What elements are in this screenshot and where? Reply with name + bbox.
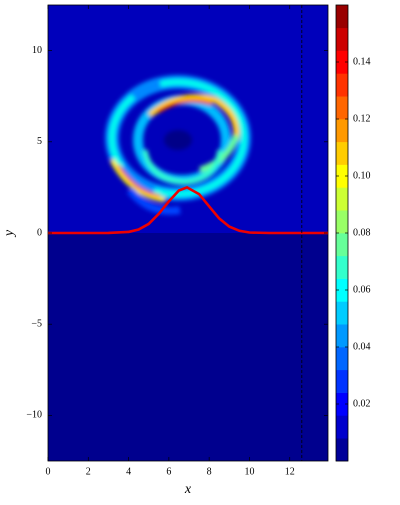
colorbar-band — [336, 301, 348, 325]
interface-curve — [47, 185, 328, 235]
x-tick-label: 4 — [126, 466, 131, 477]
colorbar-band — [336, 255, 348, 279]
x-tick-label: 2 — [86, 466, 91, 477]
colorbar-band — [336, 210, 348, 234]
lower-field — [48, 233, 328, 461]
colorbar-band — [336, 233, 348, 257]
y-tick-label: 10 — [32, 45, 42, 56]
x-tick-label: 12 — [285, 466, 295, 477]
y-tick-label: 0 — [37, 227, 42, 238]
x-tick-label: 0 — [46, 466, 51, 477]
x-tick-label: 6 — [166, 466, 171, 477]
colorbar-band — [336, 438, 348, 462]
colorbar-band — [336, 415, 348, 439]
colorbar-tick-label: 0.02 — [353, 398, 371, 409]
colorbar-band — [336, 27, 348, 51]
colorbar-band — [336, 50, 348, 74]
colorbar-band — [336, 119, 348, 143]
y-axis-label: y — [2, 229, 17, 238]
colorbar-band — [336, 324, 348, 348]
colorbar-band — [336, 96, 348, 120]
colorbar-tick-label: 0.06 — [353, 284, 371, 295]
colorbar-band — [336, 164, 348, 188]
colorbar-band — [336, 187, 348, 211]
colorbar-tick-label: 0.08 — [353, 227, 371, 238]
y-tick-label: 5 — [37, 136, 42, 147]
colorbar-band — [336, 5, 348, 29]
colorbar-tick-label: 0.04 — [353, 341, 371, 352]
colorbar-tick-label: 0.12 — [353, 113, 371, 124]
x-axis-label: x — [184, 482, 192, 497]
y-tick-label: −5 — [31, 318, 42, 329]
colorbar-tick-label: 0.14 — [353, 56, 371, 67]
colorbar-band — [336, 73, 348, 97]
colorbar-band — [336, 347, 348, 371]
wave-rings — [105, 75, 251, 215]
colorbar-tick-label: 0.10 — [353, 170, 371, 181]
field — [48, 5, 328, 461]
colorbar-band — [336, 369, 348, 393]
x-tick-label: 8 — [207, 466, 212, 477]
y-tick-label: −10 — [26, 410, 42, 421]
colorbar-band — [336, 278, 348, 302]
colorbar-band — [336, 141, 348, 165]
x-tick-label: 10 — [244, 466, 254, 477]
colorbar-band — [336, 392, 348, 416]
